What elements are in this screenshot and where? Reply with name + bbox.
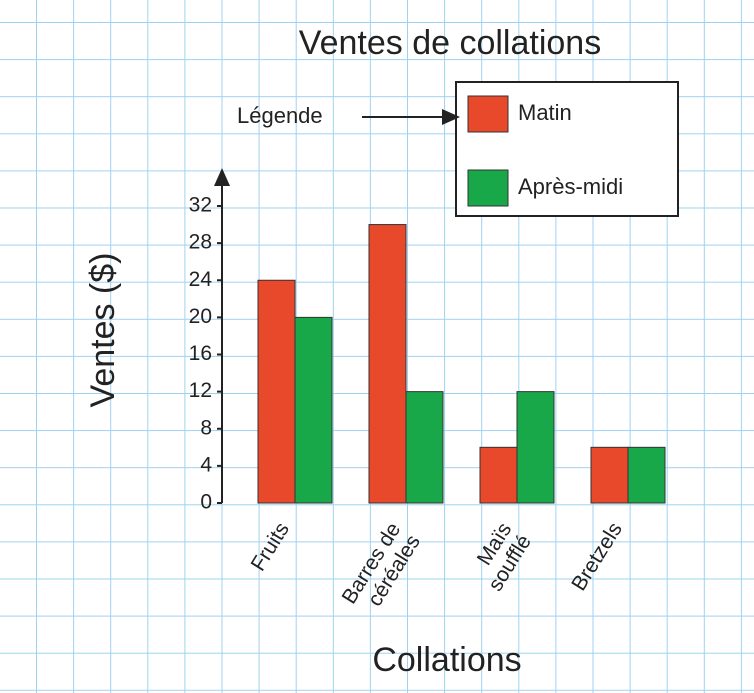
legend-label: Matin: [518, 100, 572, 125]
y-tick-label: 4: [200, 453, 212, 476]
bar: [368, 224, 407, 504]
y-tick-label: 32: [189, 194, 212, 217]
legend-label: Après-midi: [518, 174, 623, 199]
y-tick-label: 0: [200, 491, 212, 514]
bar: [590, 446, 629, 504]
x-axis-label: Collations: [372, 641, 521, 679]
legend-caption: Légende: [237, 103, 323, 128]
chart-title: Ventes de collations: [299, 24, 601, 62]
y-tick-label: 16: [189, 342, 212, 365]
y-tick-label: 12: [189, 379, 212, 402]
bar: [405, 391, 444, 504]
y-tick-label: 28: [189, 231, 212, 254]
y-tick-label: 8: [200, 416, 212, 439]
y-tick-label: 24: [189, 268, 213, 291]
bar: [516, 391, 555, 504]
bar: [294, 316, 333, 504]
bar: [479, 446, 518, 504]
y-axis-label: Ventes ($): [84, 253, 122, 408]
legend-swatch: [467, 95, 509, 133]
bar: [257, 279, 296, 504]
legend-swatch: [467, 169, 509, 207]
y-tick-label: 20: [189, 305, 212, 328]
bar: [627, 446, 666, 504]
